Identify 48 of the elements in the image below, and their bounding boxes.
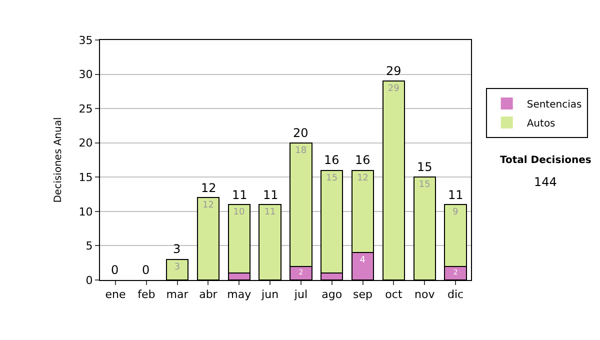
x-tick-label: dic <box>447 288 464 302</box>
data-label: 4 <box>360 256 366 266</box>
data-label: 12 <box>202 200 214 211</box>
text: 144 <box>534 175 557 189</box>
total-label: 11 <box>448 188 464 202</box>
x-tick-label: may <box>227 288 252 302</box>
total-label: 15 <box>417 160 432 174</box>
total-label: 11 <box>232 188 248 202</box>
y-tick-label: 10 <box>78 205 93 218</box>
data-label: 10 <box>233 208 245 218</box>
y-tick-label: 20 <box>78 136 93 150</box>
legend-label: Autos <box>526 118 556 130</box>
data-label: 18 <box>295 146 307 156</box>
y-tick-label: 5 <box>86 240 93 253</box>
y-tick-label: 15 <box>78 170 93 184</box>
x-tick-label: ene <box>105 288 126 302</box>
x-tick-label: abr <box>199 288 218 302</box>
x-tick-label: oct <box>385 288 403 302</box>
legend-label: Sentencias <box>526 99 582 110</box>
x-tick-label: jul <box>293 288 308 302</box>
data-label: 11 <box>264 208 276 218</box>
total-label: 16 <box>324 153 340 167</box>
total-label: 20 <box>293 126 308 140</box>
text: Total Decisiones <box>500 155 592 166</box>
total-label: 12 <box>201 181 216 195</box>
x-tick-label: jun <box>260 288 279 302</box>
total-label: 16 <box>355 153 370 167</box>
y-tick-label: 30 <box>78 68 93 82</box>
data-label: 3 <box>174 262 180 272</box>
data-label: 12 <box>357 173 369 184</box>
x-tick-label: ago <box>322 288 342 302</box>
y-tick-label: 0 <box>86 274 93 287</box>
y-tick-label: 25 <box>78 102 93 116</box>
total-label: 0 <box>142 263 150 277</box>
x-tick-label: nov <box>414 288 436 302</box>
x-tick-label: feb <box>138 288 156 302</box>
total-label: 11 <box>263 188 278 202</box>
x-tick-label: mar <box>166 288 189 302</box>
y-axis-title: Decisiones Anual <box>52 117 64 203</box>
data-label: 15 <box>326 173 338 184</box>
total-label: 3 <box>173 242 181 256</box>
data-label: 15 <box>418 180 430 190</box>
data-label: 29 <box>388 84 400 94</box>
total-label: 29 <box>386 64 402 78</box>
total-label: 0 <box>111 263 119 277</box>
data-label: 9 <box>452 208 459 218</box>
x-tick-label: sep <box>353 288 373 302</box>
y-tick-label: 35 <box>78 34 93 47</box>
